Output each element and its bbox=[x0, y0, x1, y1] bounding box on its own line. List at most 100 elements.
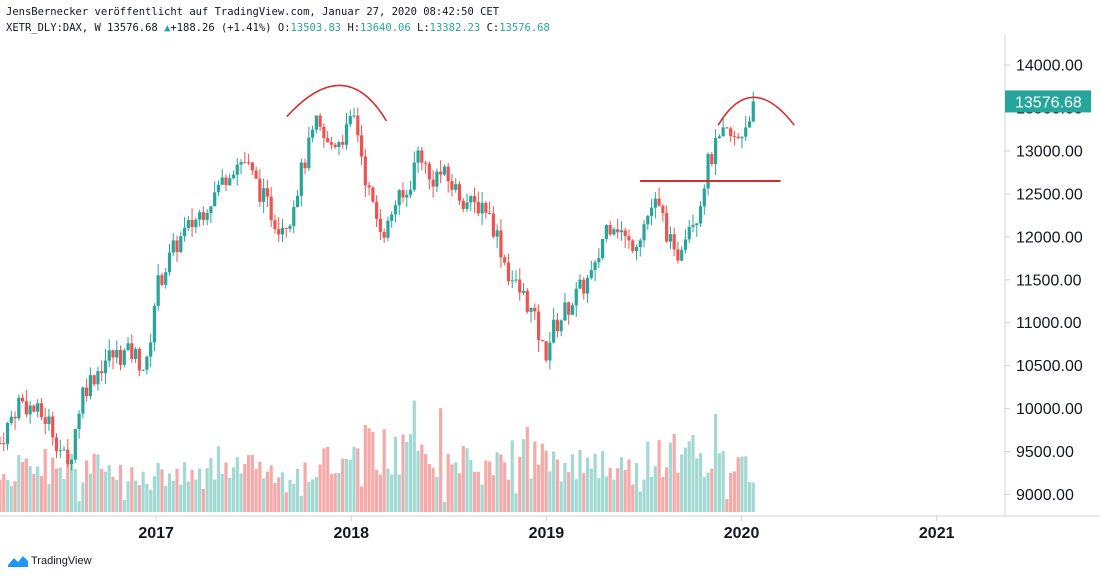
volume-bar bbox=[446, 453, 450, 512]
price-tick-label: 14000.00 bbox=[1016, 58, 1083, 75]
candle-body bbox=[608, 225, 612, 235]
volume-bar bbox=[122, 499, 126, 512]
candle-body bbox=[491, 213, 495, 237]
volume-bar bbox=[367, 428, 371, 512]
candle-body bbox=[725, 127, 729, 129]
volume-bar bbox=[288, 479, 292, 512]
volume-bar bbox=[499, 454, 503, 512]
candle-body bbox=[152, 306, 157, 343]
volume-bar bbox=[593, 453, 597, 512]
volume-bar bbox=[657, 440, 661, 512]
candle-body bbox=[58, 450, 62, 452]
volume-bar bbox=[601, 451, 605, 512]
volume-bar bbox=[503, 462, 507, 512]
volume-bar bbox=[698, 453, 703, 512]
volume-bar bbox=[81, 482, 85, 512]
close-value: 13576.68 bbox=[499, 22, 550, 34]
candle-body bbox=[480, 202, 484, 214]
footer-brand[interactable]: TradingView bbox=[8, 555, 92, 567]
candle-body bbox=[359, 135, 364, 157]
candle-body bbox=[246, 162, 251, 164]
candle-body bbox=[416, 150, 420, 163]
candle-body bbox=[476, 201, 480, 214]
candle-body bbox=[619, 230, 624, 233]
price-tick-label: 12000.00 bbox=[1016, 229, 1083, 246]
volume-bar bbox=[359, 486, 364, 512]
candle-body bbox=[514, 279, 518, 281]
candle-body bbox=[17, 397, 21, 419]
candle-body bbox=[126, 343, 130, 351]
candle-body bbox=[190, 220, 194, 228]
volume-bar bbox=[190, 469, 194, 512]
volume-bar bbox=[156, 462, 160, 512]
volume-bar bbox=[326, 446, 330, 512]
volume-bar bbox=[412, 400, 416, 512]
candle-body bbox=[570, 305, 575, 315]
low-label: L: bbox=[417, 22, 430, 34]
volume-bar bbox=[582, 473, 586, 512]
candle-body bbox=[92, 375, 96, 385]
volume-bar bbox=[744, 456, 748, 512]
high-label: H: bbox=[347, 22, 361, 34]
volume-bar bbox=[209, 458, 213, 512]
candle-body bbox=[96, 371, 100, 385]
annotations bbox=[286, 84, 795, 183]
volume-bar bbox=[623, 469, 627, 512]
volume-bar bbox=[570, 454, 575, 512]
volume-bar bbox=[649, 476, 654, 512]
volume-bar bbox=[265, 471, 270, 512]
volume-bar bbox=[133, 480, 138, 512]
close-label: C: bbox=[486, 22, 500, 34]
candle-body bbox=[329, 142, 334, 145]
price-axis-ticks: 14000.0013500.0013000.0012500.0012000.00… bbox=[1005, 58, 1083, 504]
volume-bar bbox=[145, 484, 149, 512]
candle-body bbox=[548, 342, 552, 361]
volume-bar bbox=[408, 434, 413, 512]
volume-bar bbox=[352, 446, 356, 512]
time-axis-ticks: 2017 2018 2019 2020 2021 bbox=[138, 516, 955, 542]
candle-body bbox=[378, 218, 382, 232]
volume-bar bbox=[201, 489, 205, 512]
candle-body bbox=[280, 227, 285, 235]
volume-bar bbox=[103, 471, 108, 512]
candle-body bbox=[401, 190, 405, 198]
candle-body bbox=[691, 225, 695, 227]
candle-body bbox=[122, 350, 126, 365]
candle-body bbox=[423, 162, 428, 164]
candle-body bbox=[431, 179, 435, 187]
volume-bar bbox=[540, 443, 544, 512]
volume-bar bbox=[167, 473, 172, 512]
volume-bar bbox=[43, 448, 47, 512]
volume-bar bbox=[469, 459, 473, 512]
candle-body bbox=[352, 115, 356, 117]
price-tick-label: 11000.00 bbox=[1016, 315, 1082, 332]
candle-body bbox=[231, 174, 236, 179]
volume-bar bbox=[137, 485, 141, 512]
high-value: 13640.06 bbox=[360, 22, 411, 34]
candle-body bbox=[77, 413, 81, 430]
price-tick-label: 13000.00 bbox=[1016, 143, 1083, 160]
volume-bar bbox=[555, 459, 560, 512]
candle-body bbox=[713, 138, 718, 165]
candle-body bbox=[175, 240, 179, 253]
volume-bar bbox=[450, 464, 454, 512]
top-arc-2020 bbox=[717, 96, 795, 126]
volume-bar bbox=[536, 464, 541, 512]
time-tick-label: 2021 bbox=[919, 525, 955, 542]
candle-body bbox=[665, 213, 669, 242]
volume-bar bbox=[510, 440, 514, 512]
candle-body bbox=[224, 177, 228, 186]
volume-bar bbox=[563, 462, 567, 512]
volume-bar bbox=[695, 458, 699, 512]
candle-body bbox=[265, 188, 270, 197]
volume-bar bbox=[378, 474, 382, 512]
candle-body bbox=[585, 277, 590, 294]
price-tick-label: 12500.00 bbox=[1016, 186, 1083, 203]
volume-bar bbox=[220, 473, 224, 512]
candle-body bbox=[39, 403, 44, 418]
volume-bar bbox=[642, 479, 646, 512]
time-tick-label: 2018 bbox=[333, 525, 369, 542]
candle-body bbox=[198, 212, 202, 220]
volume-bar bbox=[585, 457, 590, 512]
